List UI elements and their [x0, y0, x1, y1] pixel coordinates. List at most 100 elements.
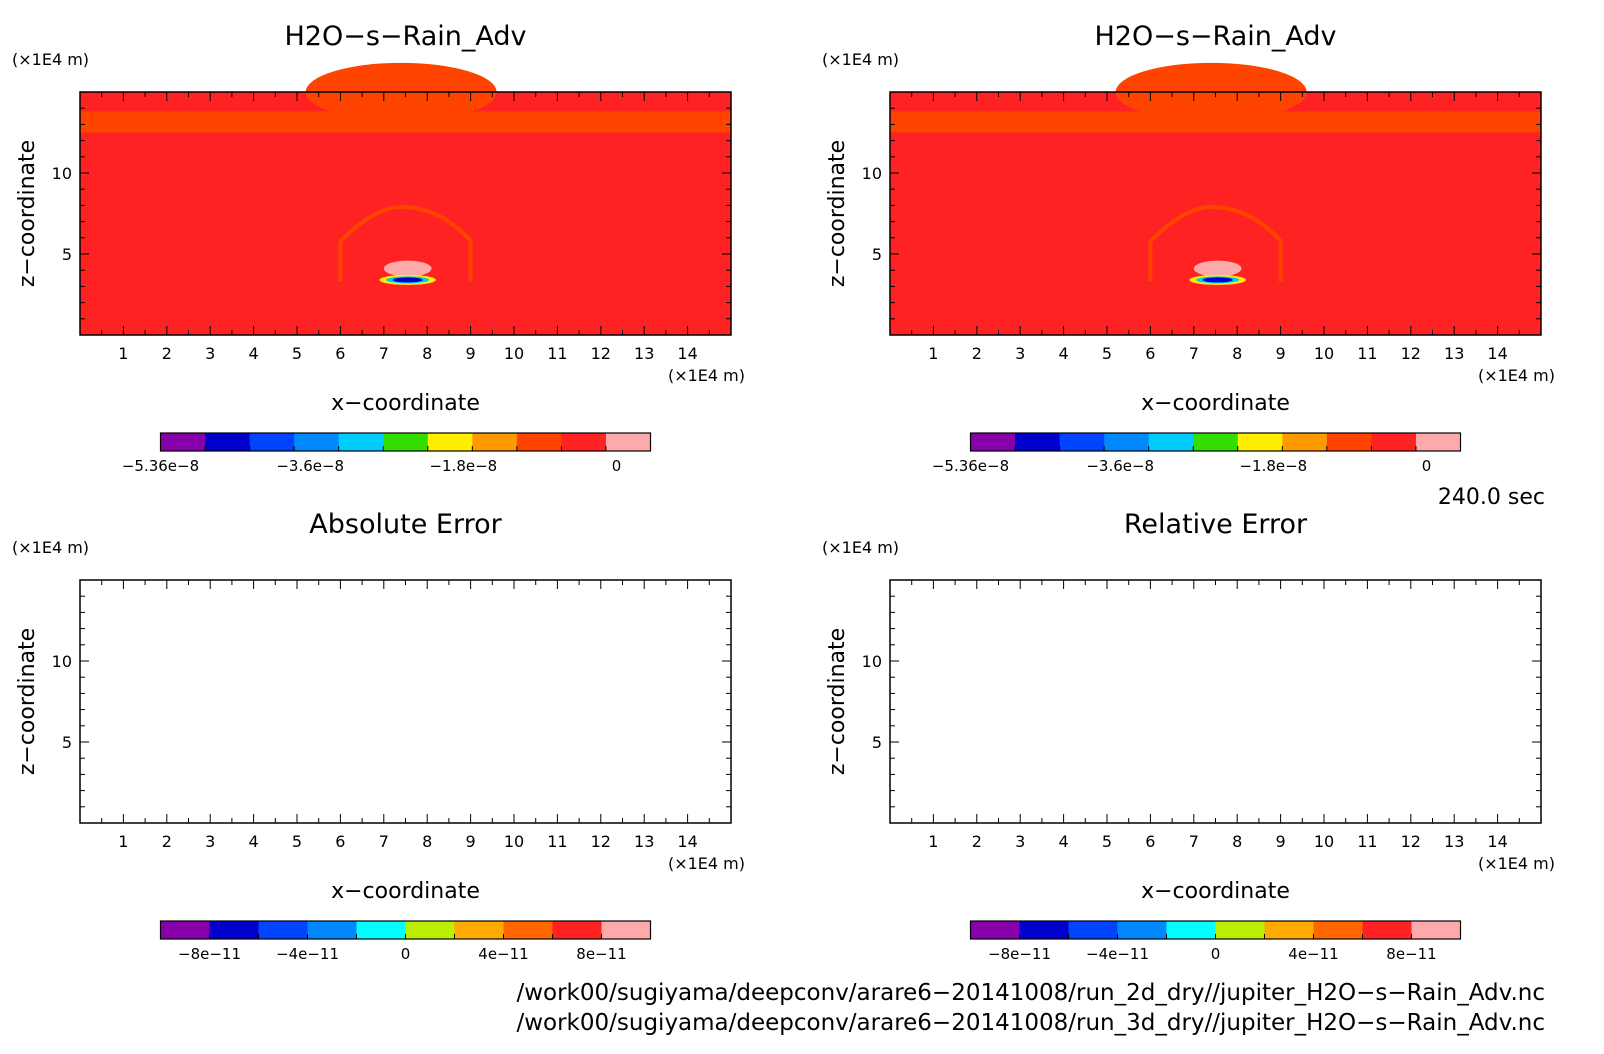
- x-tick-label: 10: [504, 344, 524, 363]
- heatmap-field: [80, 62, 731, 335]
- x-tick-label: 4: [1059, 832, 1069, 851]
- x-tick-label: 14: [1487, 832, 1507, 851]
- colorbar: −8e−11 −4e−11 0 4e−11 8e−11: [969, 920, 1462, 963]
- plot-frame: [79, 579, 732, 824]
- x-tick-label: 6: [335, 832, 345, 851]
- x-tick-label: 8: [422, 832, 432, 851]
- x-tick-label: 3: [205, 344, 215, 363]
- x-axis-label: x−coordinate: [1141, 391, 1290, 416]
- colorbar-swatch: [356, 921, 406, 939]
- x-tick-label: 13: [1444, 344, 1464, 363]
- x-tick-label: 12: [1401, 344, 1421, 363]
- bubble-outline: [1148, 205, 1283, 282]
- colorbar-tick-label: −3.6e−8: [1086, 457, 1154, 475]
- x-tick-label: 8: [422, 344, 432, 363]
- colorbar-tick-label: −4e−11: [276, 945, 339, 963]
- x-tick-label: 7: [379, 832, 389, 851]
- colorbar-swatch: [1411, 921, 1461, 939]
- footer-path: /work00/sugiyama/deepconv/arare6−2014100…: [516, 980, 1545, 1006]
- colorbar-tick-label: 0: [612, 457, 622, 475]
- x-tick-label: 8: [1232, 344, 1242, 363]
- colorbar-tick-label: 0: [401, 945, 411, 963]
- y-unit-label: (×1E4 m): [12, 50, 89, 69]
- colorbar-tick-label: −5.36e−8: [122, 457, 199, 475]
- bubble-core: [392, 277, 423, 283]
- x-unit-label: (×1E4 m): [1478, 366, 1555, 385]
- x-tick-label: 11: [547, 344, 567, 363]
- x-tick-label: 6: [335, 344, 345, 363]
- colorbar-tick-label: −1.8e−8: [429, 457, 497, 475]
- x-tick-label: 8: [1232, 832, 1242, 851]
- x-tick-label: 13: [634, 832, 654, 851]
- y-tick-label: 5: [62, 245, 72, 264]
- colorbar-swatch: [1264, 921, 1314, 939]
- colorbar-swatch: [1059, 433, 1105, 451]
- chart-panel-3: Absolute Error(×1E4 m)1 2 3 4 5 6 7 8 9 10 11 12 13 1…: [12, 509, 745, 963]
- x-tick-label: 11: [1357, 832, 1377, 851]
- colorbar-tick-label: 4e−11: [478, 945, 528, 963]
- x-tick-label: 2: [972, 344, 982, 363]
- x-tick-label: 9: [466, 832, 476, 851]
- colorbar-frame: [969, 432, 1462, 452]
- colorbar-swatch: [552, 921, 602, 939]
- heatmap-field: [890, 62, 1541, 335]
- colorbar-swatch: [249, 433, 295, 451]
- y-tick-label: 10: [52, 652, 72, 671]
- colorbar-swatch: [1362, 921, 1412, 939]
- x-tick-label: 1: [118, 344, 128, 363]
- x-tick-label: 12: [1401, 832, 1421, 851]
- colorbar-swatch: [1104, 433, 1150, 451]
- colorbar-swatch: [1117, 921, 1167, 939]
- colorbar-swatch: [209, 921, 259, 939]
- x-tick-label: 2: [972, 832, 982, 851]
- y-tick-label: 5: [872, 245, 882, 264]
- colorbar-swatch: [970, 921, 1020, 939]
- colorbar-swatch: [160, 921, 210, 939]
- chart-title: Relative Error: [1124, 509, 1308, 540]
- colorbar-swatch: [605, 433, 651, 451]
- x-tick-label: 7: [379, 344, 389, 363]
- x-tick-label: 4: [1059, 344, 1069, 363]
- x-tick-label: 6: [1145, 832, 1155, 851]
- colorbar-swatch: [427, 433, 473, 451]
- x-tick-label: 3: [1015, 344, 1025, 363]
- colorbar-swatch: [160, 433, 206, 451]
- colorbar-swatch: [1237, 433, 1283, 451]
- x-tick-label: 2: [162, 344, 172, 363]
- colorbar-swatch: [1326, 433, 1372, 451]
- colorbar-swatch: [1415, 433, 1461, 451]
- x-tick-label: 9: [1276, 832, 1286, 851]
- upper-band: [890, 111, 1541, 133]
- colorbar-swatch: [503, 921, 553, 939]
- x-unit-label: (×1E4 m): [668, 366, 745, 385]
- y-axis-label: z−coordinate: [15, 628, 40, 775]
- x-tick-label: 6: [1145, 344, 1155, 363]
- footer-path: /work00/sugiyama/deepconv/arare6−2014100…: [516, 1010, 1545, 1036]
- chart-panel-2: H2O−s−Rain_Adv(×1E4 m)1 2 3 4 5 6 7 8 9 10 11 12 13 1…: [822, 21, 1555, 475]
- x-axis-label: x−coordinate: [331, 391, 480, 416]
- x-unit-label: (×1E4 m): [1478, 854, 1555, 873]
- colorbar-swatch: [1015, 433, 1061, 451]
- colorbar-swatch: [1371, 433, 1417, 451]
- bubble-outline: [338, 205, 473, 282]
- x-tick-label: 5: [1102, 344, 1112, 363]
- x-tick-label: 1: [928, 832, 938, 851]
- bubble-cap: [383, 260, 432, 277]
- colorbar-swatch: [1313, 921, 1363, 939]
- bubble-core: [1202, 277, 1233, 283]
- y-axis-label: z−coordinate: [825, 140, 850, 287]
- colorbar-swatch: [970, 433, 1016, 451]
- plot-frame: [889, 579, 1542, 824]
- colorbar-swatch: [338, 433, 384, 451]
- x-tick-label: 4: [249, 832, 259, 851]
- colorbar-swatch: [516, 433, 562, 451]
- chart-panel-1: H2O−s−Rain_Adv(×1E4 m)1 2 3 4 5 6 7 8 9 10 11 12 13 1…: [12, 21, 745, 475]
- x-tick-label: 13: [1444, 832, 1464, 851]
- colorbar-swatch: [1215, 921, 1265, 939]
- x-tick-label: 7: [1189, 344, 1199, 363]
- x-tick-label: 4: [249, 344, 259, 363]
- x-tick-label: 2: [162, 832, 172, 851]
- chart-title: H2O−s−Rain_Adv: [285, 21, 527, 52]
- colorbar-swatch: [205, 433, 251, 451]
- x-tick-label: 11: [547, 832, 567, 851]
